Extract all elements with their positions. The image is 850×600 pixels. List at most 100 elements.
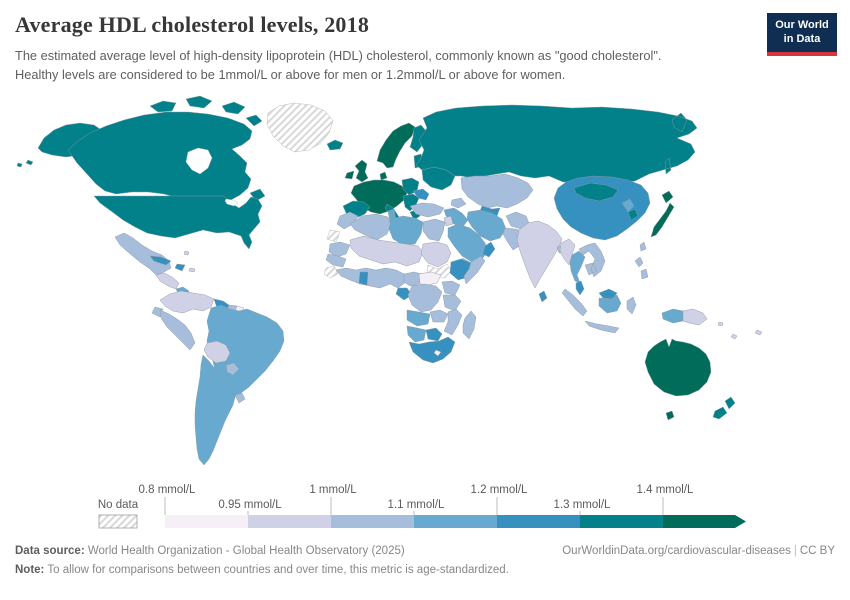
region-west-african-coast[interactable]: [335, 267, 407, 289]
note-text: To allow for comparisons between countri…: [44, 564, 509, 576]
region-caribbean-islands[interactable]: [183, 250, 196, 273]
region-malaysia[interactable]: [575, 280, 618, 300]
region-north-korea[interactable]: [621, 198, 635, 213]
legend-no-data-swatch[interactable]: [98, 514, 138, 529]
region-canada-arctic-islands[interactable]: [149, 95, 263, 127]
map-regions: [16, 95, 763, 466]
region-bolivia[interactable]: [203, 340, 231, 364]
region-south-africa[interactable]: [408, 336, 456, 364]
region-western-sahara[interactable]: [326, 229, 341, 243]
region-denmark[interactable]: [379, 171, 388, 181]
region-alaska[interactable]: [16, 122, 106, 168]
region-namibia[interactable]: [406, 325, 427, 343]
region-central-america[interactable]: [155, 272, 180, 290]
region-oman[interactable]: [482, 241, 496, 258]
region-uganda-kenya[interactable]: [441, 280, 461, 296]
region-usa[interactable]: [93, 195, 263, 250]
region-argentina-chile[interactable]: [194, 354, 236, 466]
region-new-zealand[interactable]: [712, 396, 736, 420]
region-japan[interactable]: [650, 190, 675, 238]
legend-swatch-5[interactable]: [580, 515, 663, 528]
region-egypt[interactable]: [422, 218, 446, 242]
legend-no-data-label: No data: [98, 499, 139, 511]
legend-swatch-1[interactable]: [248, 515, 331, 528]
region-somalia[interactable]: [463, 255, 486, 285]
data-source-text: World Health Organization - Global Healt…: [84, 545, 405, 557]
region-norway-sweden[interactable]: [376, 122, 416, 169]
region-turkey[interactable]: [409, 202, 445, 218]
region-botswana[interactable]: [425, 327, 443, 342]
region-indonesia[interactable]: [561, 288, 637, 334]
region-uruguay[interactable]: [234, 392, 246, 404]
region-cameroon[interactable]: [403, 271, 423, 287]
region-cuba[interactable]: [149, 255, 172, 266]
region-mali-niger-chad[interactable]: [349, 235, 424, 267]
region-sri-lanka[interactable]: [538, 290, 548, 303]
region-angola[interactable]: [406, 309, 431, 327]
region-romania-bulgaria[interactable]: [412, 188, 430, 201]
region-paraguay[interactable]: [225, 362, 240, 376]
region-myanmar[interactable]: [559, 238, 576, 266]
region-uk[interactable]: [354, 159, 369, 183]
region-peru[interactable]: [159, 309, 196, 351]
region-australia[interactable]: [644, 338, 712, 421]
region-finland[interactable]: [409, 124, 428, 153]
region-kalimantan[interactable]: [598, 294, 622, 314]
note-label: Note:: [15, 564, 45, 576]
credit-line: OurWorldinData.org/cardiovascular-diseas…: [562, 545, 835, 557]
region-west-papua[interactable]: [661, 308, 684, 324]
region-libya[interactable]: [388, 215, 424, 246]
legend-swatch-4[interactable]: [497, 515, 580, 528]
region-philippines[interactable]: [634, 256, 649, 280]
region-papua-new-guinea[interactable]: [682, 308, 708, 326]
legend-swatch-3[interactable]: [414, 515, 497, 528]
region-ghana[interactable]: [358, 271, 369, 286]
region-kazakhstan-central-asia[interactable]: [460, 173, 534, 209]
region-caucasus[interactable]: [450, 197, 467, 209]
region-guinea-region[interactable]: [323, 265, 339, 279]
note-line: Note: To allow for comparisons between c…: [15, 564, 509, 576]
region-mexico[interactable]: [114, 232, 172, 276]
legend-swatch-2[interactable]: [331, 515, 414, 528]
legend-swatch-6[interactable]: [663, 515, 746, 528]
owid-logo-line1: Our World: [775, 19, 829, 31]
region-senegal-guinea[interactable]: [325, 253, 347, 268]
region-ireland[interactable]: [344, 170, 355, 180]
region-lesotho[interactable]: [433, 349, 442, 357]
region-taiwan[interactable]: [639, 241, 647, 252]
region-mongolia[interactable]: [573, 182, 619, 202]
region-jordan-israel[interactable]: [443, 215, 454, 227]
region-russia[interactable]: [415, 104, 698, 184]
region-zimbabwe-mozambique[interactable]: [443, 308, 463, 336]
region-madagascar[interactable]: [462, 310, 477, 340]
legend-label: 1.4 mmol/L: [637, 484, 694, 496]
credit-divider: |: [793, 545, 797, 557]
region-laos-vietnam-cambodia[interactable]: [578, 242, 606, 278]
region-gabon-congo[interactable]: [395, 287, 413, 301]
region-greenland[interactable]: [266, 102, 334, 153]
region-sudan[interactable]: [420, 241, 452, 268]
region-colombia-venezuela[interactable]: [159, 290, 215, 314]
region-zambia[interactable]: [429, 309, 449, 323]
region-india[interactable]: [516, 220, 563, 289]
region-thailand[interactable]: [569, 250, 586, 284]
region-hispaniola[interactable]: [174, 263, 186, 272]
region-south-korea[interactable]: [627, 208, 639, 221]
owid-logo[interactable]: Our World in Data: [767, 13, 837, 56]
owid-logo-line2: in Data: [783, 32, 821, 45]
owid-link[interactable]: OurWorldinData.org/cardiovascular-diseas…: [562, 545, 791, 557]
region-central-african-republic[interactable]: [418, 271, 442, 286]
region-ecuador[interactable]: [151, 306, 164, 318]
region-iran[interactable]: [466, 209, 507, 242]
legend-swatch-0[interactable]: [165, 515, 248, 528]
region-dr-congo[interactable]: [407, 283, 443, 313]
map-legend: No data: [98, 499, 139, 529]
chart-subtitle: The estimated average level of high-dens…: [15, 48, 662, 82]
region-pacific-islands[interactable]: [717, 321, 763, 340]
region-iceland[interactable]: [326, 139, 344, 151]
region-canada[interactable]: [67, 111, 266, 208]
region-tanzania[interactable]: [442, 294, 462, 312]
license-label[interactable]: CC BY: [799, 545, 835, 557]
region-mauritania[interactable]: [328, 241, 351, 258]
